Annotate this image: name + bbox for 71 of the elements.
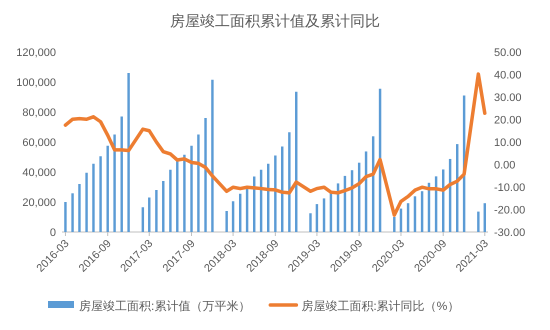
bar <box>127 73 130 232</box>
legend-label: 房屋竣工面积:累计同比（%） <box>301 299 460 313</box>
bar <box>434 176 438 232</box>
bar <box>322 198 326 232</box>
bar <box>148 198 150 232</box>
bar <box>316 204 318 232</box>
bar <box>400 208 402 232</box>
bar <box>295 92 298 232</box>
bar <box>169 170 172 232</box>
y2-tick-label: 50.00 <box>494 47 522 59</box>
y-tick-label: 40,000 <box>22 167 56 179</box>
bar <box>211 80 214 232</box>
bar <box>336 183 340 232</box>
bar <box>176 162 179 232</box>
y-tick-label: 100,000 <box>16 77 56 89</box>
bar <box>71 193 74 232</box>
y2-tick-label: -20.00 <box>494 204 526 216</box>
bar <box>393 217 396 232</box>
bar <box>281 146 284 232</box>
bar <box>92 164 95 232</box>
bar <box>372 136 374 232</box>
bar <box>78 184 81 232</box>
bar <box>288 132 291 232</box>
y2-tick-label: 30.00 <box>494 92 522 104</box>
bar <box>162 181 164 232</box>
title: 房屋竣工面积累计值及累计同比 <box>170 13 380 30</box>
bar <box>330 193 332 232</box>
bar <box>238 194 242 232</box>
y-tick-label: 0 <box>50 227 56 239</box>
y-tick-label: 60,000 <box>22 137 56 149</box>
y2-tick-label: -10.00 <box>494 182 526 194</box>
bar <box>344 176 346 232</box>
bar <box>142 207 144 232</box>
bar <box>477 212 480 232</box>
bar <box>448 158 452 232</box>
bar <box>252 176 256 232</box>
bar <box>420 191 424 232</box>
bar <box>113 134 116 232</box>
y2-tick-label: 20.00 <box>494 114 522 126</box>
bar <box>364 151 368 232</box>
bar <box>378 88 382 232</box>
legend-label: 房屋竣工面积:累计值（万平米） <box>79 299 250 313</box>
y2-tick-label: 0.00 <box>494 160 516 172</box>
y2-tick-label: -30.00 <box>494 227 526 239</box>
bar <box>85 172 88 232</box>
bar <box>267 164 270 232</box>
bar <box>232 201 234 232</box>
bar <box>260 170 262 232</box>
y-tick-label: 20,000 <box>22 197 56 209</box>
bar <box>64 202 67 232</box>
bar <box>204 118 207 232</box>
bar <box>99 156 102 232</box>
bar <box>406 203 410 232</box>
y2-tick-label: 10.00 <box>494 137 522 149</box>
bar <box>274 156 277 232</box>
y2-tick-label: 40.00 <box>494 70 522 82</box>
bar <box>120 116 123 232</box>
bar <box>183 154 186 232</box>
bar <box>106 146 109 232</box>
bar <box>197 134 200 232</box>
y-tick-label: 120,000 <box>16 47 56 59</box>
bar <box>414 196 416 232</box>
bar <box>442 169 444 232</box>
bar <box>246 187 248 232</box>
bar <box>225 211 228 232</box>
bar <box>155 190 158 232</box>
bar <box>484 203 486 232</box>
bar <box>350 170 354 232</box>
bar <box>456 144 458 232</box>
y-tick-label: 80,000 <box>22 107 56 119</box>
bar <box>358 162 360 232</box>
